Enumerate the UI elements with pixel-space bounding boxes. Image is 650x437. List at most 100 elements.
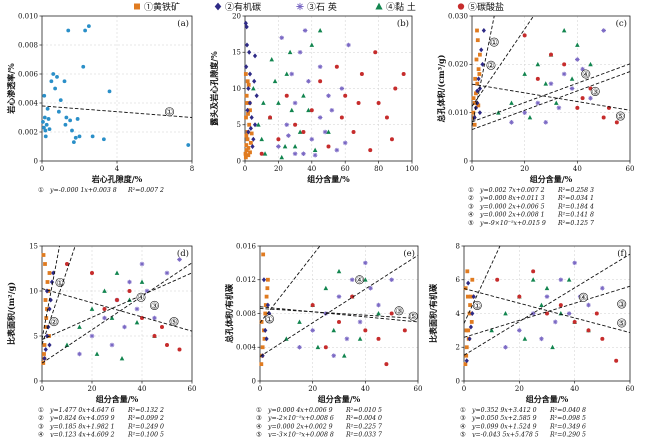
data-point-asterisk	[389, 277, 394, 283]
equation-row: ④ y=0.000 2x+0.002 9 R²=0.225 7	[256, 422, 382, 430]
data-point-circle	[384, 115, 389, 120]
y-tick-label: 5	[34, 332, 38, 340]
legend-item: ④黏 土	[375, 1, 416, 13]
x-tick-label: 40	[573, 165, 582, 173]
data-point-diamond	[479, 47, 484, 53]
data-point-triangle	[262, 151, 268, 156]
panel-label: (a)	[177, 18, 189, 29]
data-point-circle	[310, 303, 315, 308]
x-tick-label: 20	[88, 385, 97, 393]
fit-label: ②	[50, 318, 57, 327]
data-point-diamond	[244, 24, 249, 30]
equation-text: y=-9×10⁻⁵x+0.015 9	[479, 220, 546, 227]
data-point-circle	[259, 151, 264, 156]
x-axis-label: 组分含量/%	[526, 394, 569, 404]
data-point-diamond	[265, 302, 270, 308]
data-point-triangle	[376, 311, 381, 316]
fit-line	[259, 307, 419, 320]
data-point-circle	[572, 319, 577, 324]
legend-label: ②有机碳	[225, 1, 261, 13]
data-point-diamond	[247, 49, 252, 55]
data-point-circle	[337, 319, 341, 324]
plot-frame	[471, 15, 631, 162]
x-tick-label: 60	[626, 165, 635, 173]
data-point-circle	[115, 298, 119, 302]
data-point-triangle	[561, 28, 567, 33]
data-point-circle	[586, 328, 591, 333]
equation-r2: R²=0.249 0	[127, 423, 164, 430]
data-point-square	[246, 153, 251, 158]
x-tick-label: 20	[515, 385, 524, 393]
data-point-triangle	[522, 336, 528, 341]
x-tick-label: 8	[190, 165, 194, 173]
data-point	[56, 109, 61, 114]
data-point-circle	[402, 328, 407, 333]
data-point-diamond	[471, 294, 476, 300]
data-point-triangle	[550, 344, 555, 350]
data-point-triangle	[272, 78, 278, 84]
data-point-asterisk	[588, 95, 593, 101]
y-tick-label: 0.020	[448, 61, 468, 69]
x-tick-label: 60	[341, 165, 350, 173]
data-point-square	[248, 140, 253, 145]
data-point-square	[469, 294, 473, 299]
data-point-circle	[601, 115, 606, 120]
equation-r2: R²=0.007 2	[127, 187, 164, 194]
y-tick-label: 10	[29, 287, 38, 295]
data-point	[41, 125, 46, 130]
data-point-asterisk	[152, 315, 157, 321]
equation-r2: R²=0.034 1	[557, 195, 594, 202]
equation-id: ②	[468, 194, 474, 202]
x-axis-label: 组分含量/%	[530, 174, 573, 184]
data-point-triangle	[509, 100, 514, 105]
equation-id: ③	[256, 414, 262, 422]
data-point-square	[468, 303, 472, 307]
data-point	[42, 93, 47, 98]
data-point-diamond	[47, 306, 52, 312]
data-point-asterisk	[569, 86, 575, 91]
data-point-asterisk	[601, 28, 606, 33]
data-point-circle	[614, 120, 619, 125]
fit-label: ①	[56, 278, 63, 287]
y-tick-label: 0	[34, 377, 38, 385]
x-axis-label: 岩心孔隙度/%	[91, 174, 143, 184]
data-point-circle	[350, 294, 355, 299]
data-point-circle	[323, 345, 328, 350]
data-point-triangle	[309, 42, 315, 47]
data-point-asterisk	[312, 152, 318, 158]
data-point-square	[43, 262, 47, 266]
equation-row: ② y=0.824 6x+4.059 9 R²=0.099 2	[38, 414, 164, 422]
data-point-asterisk	[309, 136, 315, 142]
equation-r2: R²=0.225 7	[345, 423, 382, 430]
data-point-circle	[531, 269, 536, 274]
data-point-square	[472, 101, 477, 105]
equation-text: y=-0.043 5x+5.478 5	[471, 432, 539, 437]
equation-row: ② y=0.000 8x+0.011 3 R²=0.034 1	[468, 194, 594, 202]
data-point-square	[260, 345, 265, 350]
data-point-circle	[140, 316, 144, 320]
equation-r2: R²=0.141 8	[557, 212, 594, 219]
fit-label-ring	[169, 317, 179, 327]
data-point-asterisk	[284, 122, 290, 128]
data-point-square	[470, 277, 475, 282]
x-tick-label: 40	[307, 165, 316, 173]
data-point-triangle	[539, 302, 544, 307]
y-tick-label: 15	[29, 242, 38, 250]
data-point-diamond	[480, 61, 485, 67]
equation-id: ④	[468, 211, 474, 219]
fit-label-ring	[355, 275, 365, 285]
data-point-circle	[384, 362, 389, 367]
data-point-diamond	[246, 129, 251, 135]
data-point-circle	[373, 50, 378, 55]
data-point-asterisk	[317, 64, 323, 70]
fit-line	[41, 262, 193, 364]
y-tick-label: 0.010	[18, 12, 38, 20]
equation-id: ④	[256, 422, 262, 430]
fit-line	[471, 15, 534, 107]
y-tick-label: 4	[456, 310, 461, 318]
data-point-triangle	[251, 86, 256, 91]
x-tick-label: 0	[258, 385, 262, 393]
data-point-asterisk	[368, 285, 373, 291]
data-point-diamond	[468, 324, 474, 330]
